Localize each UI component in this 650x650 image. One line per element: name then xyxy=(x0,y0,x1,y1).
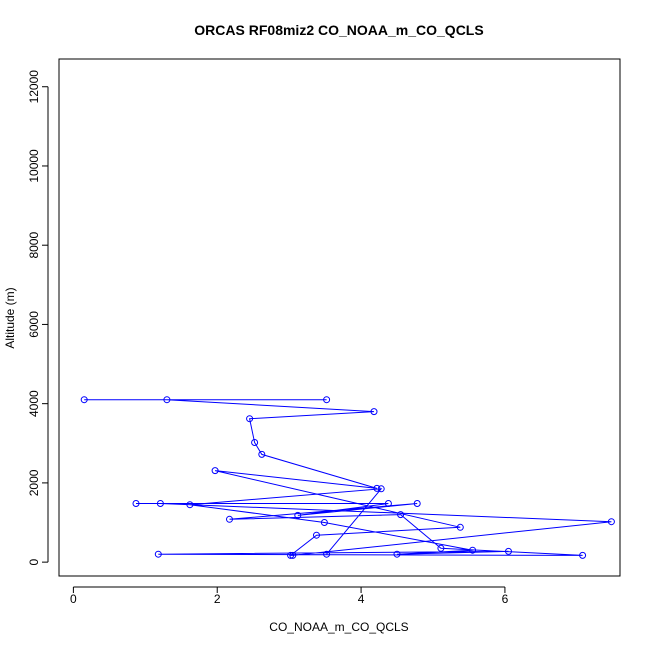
data-point xyxy=(373,484,381,492)
data-point xyxy=(437,544,445,552)
data-point xyxy=(313,531,320,539)
y-axis-label: Altitude (m) xyxy=(3,287,17,348)
data-point xyxy=(413,500,421,507)
data-point xyxy=(154,550,162,558)
data-point xyxy=(323,550,331,558)
x-tick-label: 6 xyxy=(502,592,509,606)
data-point xyxy=(289,551,297,559)
data-point xyxy=(287,551,295,559)
plot-frame xyxy=(58,58,621,577)
data-point xyxy=(246,415,254,423)
data-point xyxy=(505,547,512,555)
x-tick-label: 2 xyxy=(214,592,221,606)
data-point xyxy=(393,550,401,558)
y-tick-label: 0 xyxy=(27,558,41,565)
y-tick-label: 4000 xyxy=(27,390,41,417)
data-point xyxy=(323,396,331,404)
data-point xyxy=(397,511,405,519)
x-tick-label: 4 xyxy=(358,592,365,606)
data-point xyxy=(226,515,233,523)
data-point xyxy=(258,450,266,458)
y-axis: 0 2000 4000 6000 8000 10000 12000 xyxy=(27,70,49,565)
data-point xyxy=(377,485,385,493)
data-point xyxy=(579,551,587,559)
data-point xyxy=(156,500,164,507)
y-tick-label: 8000 xyxy=(27,232,41,259)
y-tick-label: 12000 xyxy=(27,70,41,104)
series-layer xyxy=(80,396,615,559)
data-point xyxy=(251,439,259,446)
data-point xyxy=(320,519,328,526)
x-tick-label: 0 xyxy=(70,592,77,606)
data-point xyxy=(607,518,615,526)
data-point xyxy=(211,467,219,475)
y-tick-label: 6000 xyxy=(27,311,41,338)
data-point xyxy=(370,408,378,416)
series-line xyxy=(84,399,612,556)
data-point xyxy=(163,396,171,404)
data-point xyxy=(384,500,392,507)
y-tick-label: 10000 xyxy=(27,149,41,183)
x-axis-label: CO_NOAA_m_CO_QCLS xyxy=(269,620,408,634)
data-point xyxy=(80,396,88,404)
data-point xyxy=(132,500,140,507)
x-axis: 0 2 4 6 xyxy=(70,586,509,606)
data-point xyxy=(186,501,194,509)
chart-title: ORCAS RF08miz2 CO_NOAA_m_CO_QCLS xyxy=(194,22,483,38)
data-point xyxy=(294,511,302,519)
data-point xyxy=(456,523,464,531)
data-point xyxy=(469,546,477,554)
y-tick-label: 2000 xyxy=(27,469,41,496)
